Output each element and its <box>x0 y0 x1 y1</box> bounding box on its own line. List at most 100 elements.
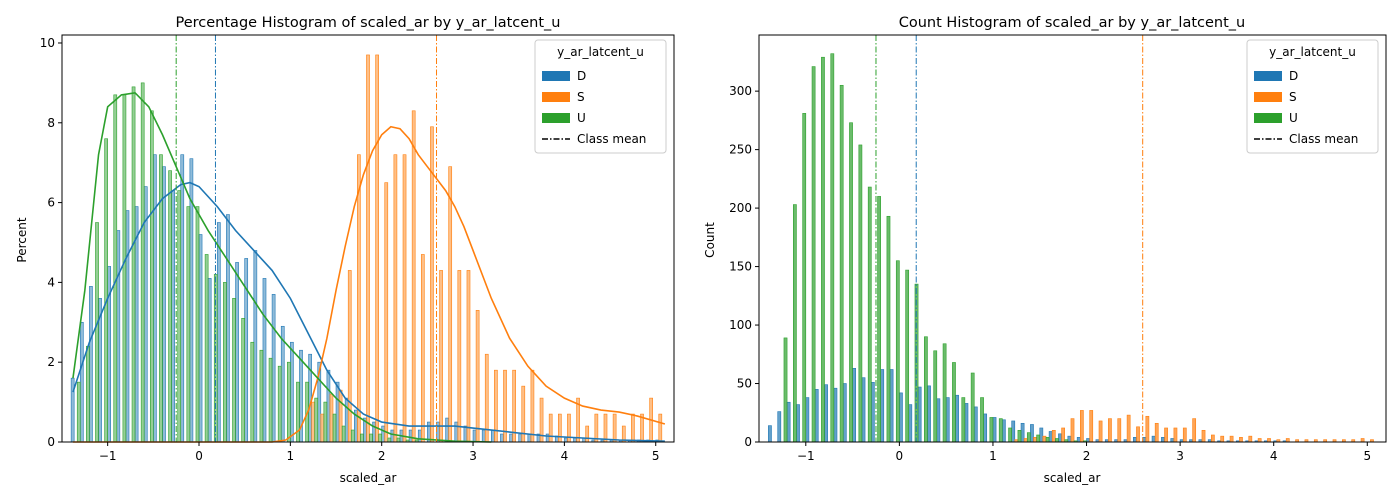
bar-S <box>585 425 590 443</box>
bar-S <box>603 413 608 443</box>
bar-U <box>177 190 182 443</box>
bar-S <box>631 413 635 443</box>
bar-U <box>113 94 118 443</box>
bar-U <box>277 365 282 443</box>
y-tick-label: 50 <box>737 377 752 391</box>
bar-D <box>936 398 941 443</box>
bar-S <box>338 389 343 443</box>
bar-D <box>899 392 903 443</box>
bar-U <box>259 349 264 443</box>
bar-D <box>253 250 258 443</box>
bar-D <box>973 406 978 443</box>
bar-D <box>491 429 495 443</box>
bar-D <box>1048 431 1053 443</box>
legend-label: S <box>1289 90 1297 104</box>
bar-U <box>159 154 163 443</box>
bar-D <box>381 425 386 443</box>
legend-label: Class mean <box>1289 132 1358 146</box>
legend-swatch-S <box>1254 92 1282 102</box>
bar-S <box>320 413 325 443</box>
bar-D <box>1058 433 1062 443</box>
bar-S <box>393 154 398 443</box>
bar-S <box>439 270 443 443</box>
bar-S <box>1229 435 1234 443</box>
bar-D <box>1030 424 1034 443</box>
bar-D <box>861 377 866 443</box>
bar-D <box>852 368 857 443</box>
bar-S <box>530 369 535 443</box>
legend-box <box>1246 39 1379 154</box>
bar-D <box>143 186 148 443</box>
bar-U <box>830 53 835 443</box>
bar-D <box>1067 435 1072 443</box>
kde-line-U <box>72 92 492 443</box>
bar-U <box>858 144 863 443</box>
bar-S <box>457 270 462 443</box>
bar-D <box>308 353 312 443</box>
bar-D <box>786 401 791 443</box>
bar-S <box>1136 426 1140 443</box>
bar-D <box>171 190 175 443</box>
bar-D <box>564 437 568 443</box>
x-tick-label: 3 <box>469 449 477 463</box>
bar-D <box>518 433 523 443</box>
bar-S <box>402 154 407 443</box>
bar-U <box>961 397 966 443</box>
bar-D <box>927 385 931 443</box>
bar-S <box>1267 438 1271 443</box>
bar-S <box>1145 415 1150 443</box>
bar-U <box>821 56 825 443</box>
y-tick-label: 150 <box>729 260 752 274</box>
x-tick-label: −1 <box>99 449 117 463</box>
legend-label: D <box>577 69 586 83</box>
y-axis-label: Count <box>703 222 717 258</box>
x-tick-label: 2 <box>1083 449 1091 463</box>
bar-D <box>1086 438 1090 443</box>
x-tick-label: 0 <box>195 449 203 463</box>
x-tick-label: 1 <box>287 449 295 463</box>
bar-D <box>777 411 782 443</box>
bar-S <box>1126 414 1131 443</box>
x-tick-label: 4 <box>1270 449 1278 463</box>
bar-U <box>140 82 145 443</box>
bar-S <box>1061 427 1065 443</box>
bar-U <box>886 215 891 443</box>
bar-U <box>952 362 956 443</box>
bar-D <box>79 321 84 443</box>
bar-S <box>411 110 416 443</box>
bar-U <box>849 122 853 443</box>
bar-D <box>481 429 486 443</box>
bar-U <box>314 397 319 443</box>
bar-D <box>472 429 477 443</box>
chart-title: Count Histogram of scaled_ar by y_ar_lat… <box>899 15 1246 31</box>
plot-area: −1 0 1 2 3 4 5 0 2 4 6 8 10 y_ar_latcent_u DSU Class me… <box>40 34 675 463</box>
bar-S <box>1089 410 1094 443</box>
x-tick-label: 0 <box>896 449 904 463</box>
bar-S <box>1080 410 1084 443</box>
bar-U <box>223 282 227 443</box>
bar-S <box>1098 420 1103 443</box>
bar-D <box>1170 438 1175 443</box>
bar-U <box>332 413 337 443</box>
bar-D <box>125 210 130 443</box>
bar-U <box>895 260 900 443</box>
legend-swatch-U <box>542 113 570 123</box>
bar-U <box>793 204 797 443</box>
bar-S <box>1220 435 1225 443</box>
bar-U <box>186 206 191 443</box>
bar-S <box>1192 418 1197 443</box>
chart-title: Percentage Histogram of scaled_ar by y_a… <box>176 15 561 31</box>
bar-U <box>989 417 994 443</box>
plot-area: −1 0 1 2 3 4 5050100150200250300y_ar_latcent_u… <box>729 34 1387 463</box>
bar-D <box>335 381 340 443</box>
bar-S <box>1257 438 1262 443</box>
bar-U <box>250 341 255 443</box>
bar-U <box>369 433 373 443</box>
kde-line-S <box>72 125 666 443</box>
count-histogram-chart: Count Histogram of scaled_ar by y_ar_lat… <box>703 15 1387 485</box>
bar-D <box>889 369 894 443</box>
bar-S <box>466 270 471 443</box>
bar-U <box>150 110 154 443</box>
y-tick-label: 2 <box>47 355 55 369</box>
bar-S <box>1211 434 1215 443</box>
